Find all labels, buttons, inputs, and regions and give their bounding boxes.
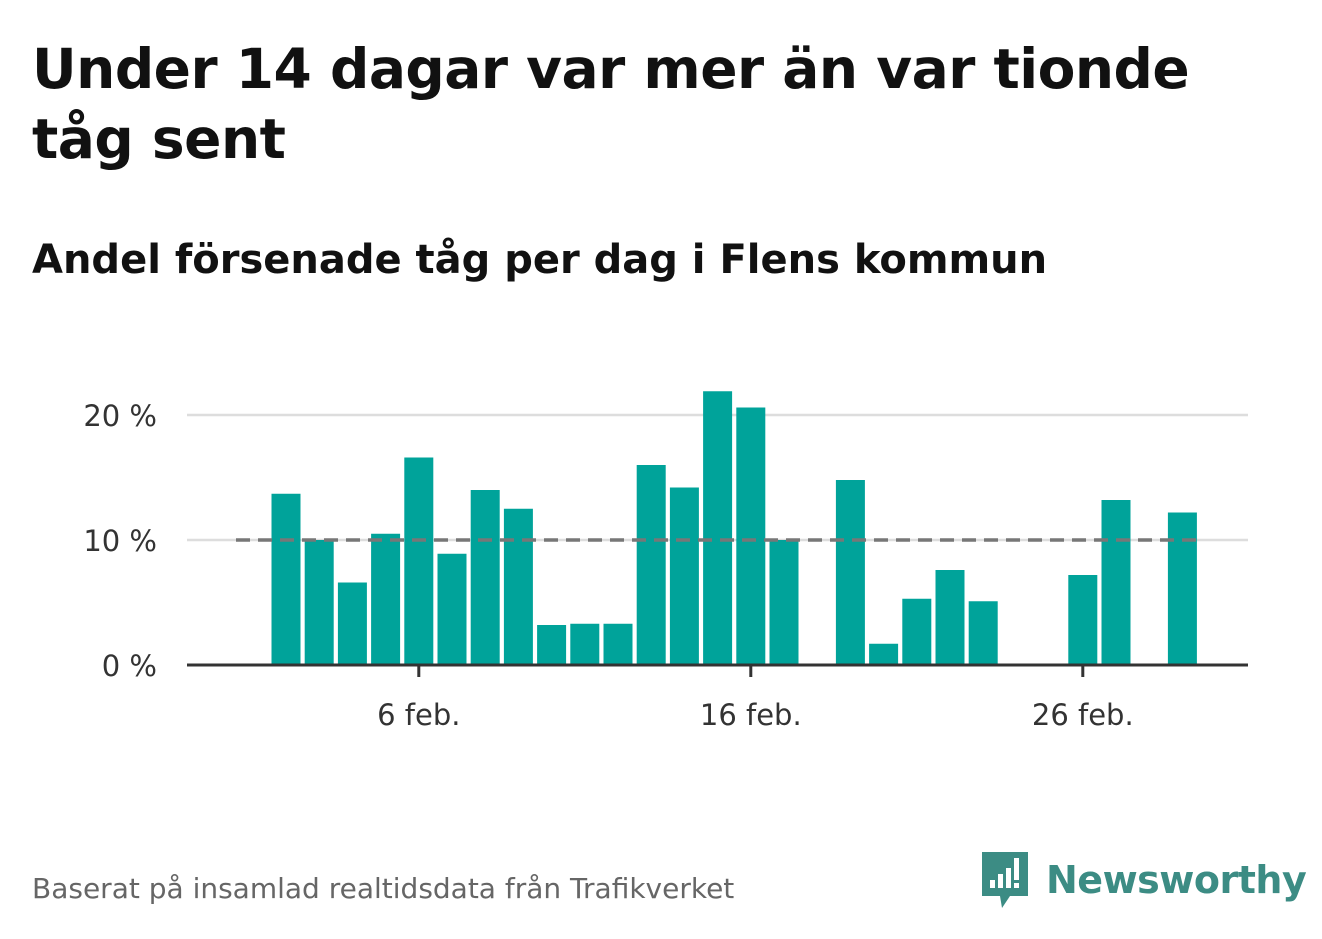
bar — [570, 623, 600, 665]
bar — [736, 407, 766, 665]
x-tick-label: 26 feb. — [1032, 698, 1134, 732]
bar — [337, 582, 367, 665]
bar — [537, 625, 567, 665]
bar — [835, 480, 865, 665]
bar — [869, 643, 899, 665]
bar — [603, 623, 633, 665]
x-tick-label: 16 feb. — [700, 698, 802, 732]
newsworthy-logo-icon — [982, 852, 1028, 908]
y-tick-label: 20 % — [83, 399, 157, 433]
bar — [703, 391, 733, 665]
x-tick-label: 6 feb. — [377, 698, 460, 732]
bar — [935, 570, 965, 665]
bar — [437, 553, 467, 665]
bar — [769, 540, 799, 665]
bar — [503, 508, 533, 665]
chart-subtitle: Andel försenade tåg per dag i Flens komm… — [32, 237, 1048, 283]
bar — [636, 465, 666, 665]
y-tick-label: 0 % — [102, 649, 157, 683]
bar — [404, 457, 434, 665]
bar — [371, 533, 401, 665]
brand-name: Newsworthy — [1046, 858, 1307, 902]
source-note: Baserat på insamlad realtidsdata från Tr… — [32, 872, 735, 905]
bar — [1101, 500, 1131, 665]
bar — [902, 598, 932, 665]
bar — [304, 540, 334, 665]
y-tick-label: 10 % — [83, 524, 157, 558]
bar-chart: 0 % 10 % 20 % 6 feb. 16 feb. 26 feb. — [83, 391, 1248, 732]
chart-title: Under 14 dagar var mer än var tionde tåg… — [32, 37, 1190, 171]
bar — [1068, 575, 1098, 665]
brand-logo[interactable]: Newsworthy — [980, 850, 1307, 910]
bar — [470, 490, 500, 665]
bar — [669, 487, 699, 665]
bar — [968, 601, 998, 665]
bar — [271, 493, 301, 665]
bar — [1167, 512, 1197, 665]
